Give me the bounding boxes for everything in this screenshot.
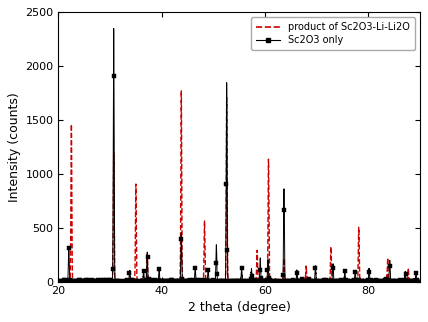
- Sc2O3 only: [199, 279, 205, 283]
- product of Sc2O3-Li-Li2O: [75, 280, 80, 284]
- product of Sc2O3-Li-Li2O: [192, 279, 197, 283]
- product of Sc2O3-Li-Li2O: [417, 279, 422, 283]
- X-axis label: 2 theta (degree): 2 theta (degree): [187, 301, 291, 314]
- Sc2O3 only: [151, 279, 156, 283]
- Sc2O3 only: [75, 280, 80, 284]
- product of Sc2O3-Li-Li2O: [56, 279, 61, 283]
- product of Sc2O3-Li-Li2O: [231, 279, 236, 283]
- Legend: product of Sc2O3-Li-Li2O, Sc2O3 only: product of Sc2O3-Li-Li2O, Sc2O3 only: [251, 17, 415, 50]
- product of Sc2O3-Li-Li2O: [151, 279, 156, 283]
- Sc2O3 only: [111, 27, 116, 31]
- Sc2O3 only: [161, 280, 166, 284]
- Y-axis label: Intensity (counts): Intensity (counts): [8, 92, 21, 202]
- product of Sc2O3-Li-Li2O: [161, 280, 166, 284]
- Line: product of Sc2O3-Li-Li2O: product of Sc2O3-Li-Li2O: [59, 90, 420, 282]
- Line: Sc2O3 only: Sc2O3 only: [57, 27, 422, 283]
- product of Sc2O3-Li-Li2O: [179, 88, 184, 92]
- Sc2O3 only: [417, 279, 422, 283]
- product of Sc2O3-Li-Li2O: [300, 280, 306, 284]
- Sc2O3 only: [56, 279, 61, 283]
- Sc2O3 only: [192, 269, 197, 272]
- Sc2O3 only: [231, 279, 236, 283]
- Sc2O3 only: [300, 280, 306, 284]
- product of Sc2O3-Li-Li2O: [199, 279, 205, 283]
